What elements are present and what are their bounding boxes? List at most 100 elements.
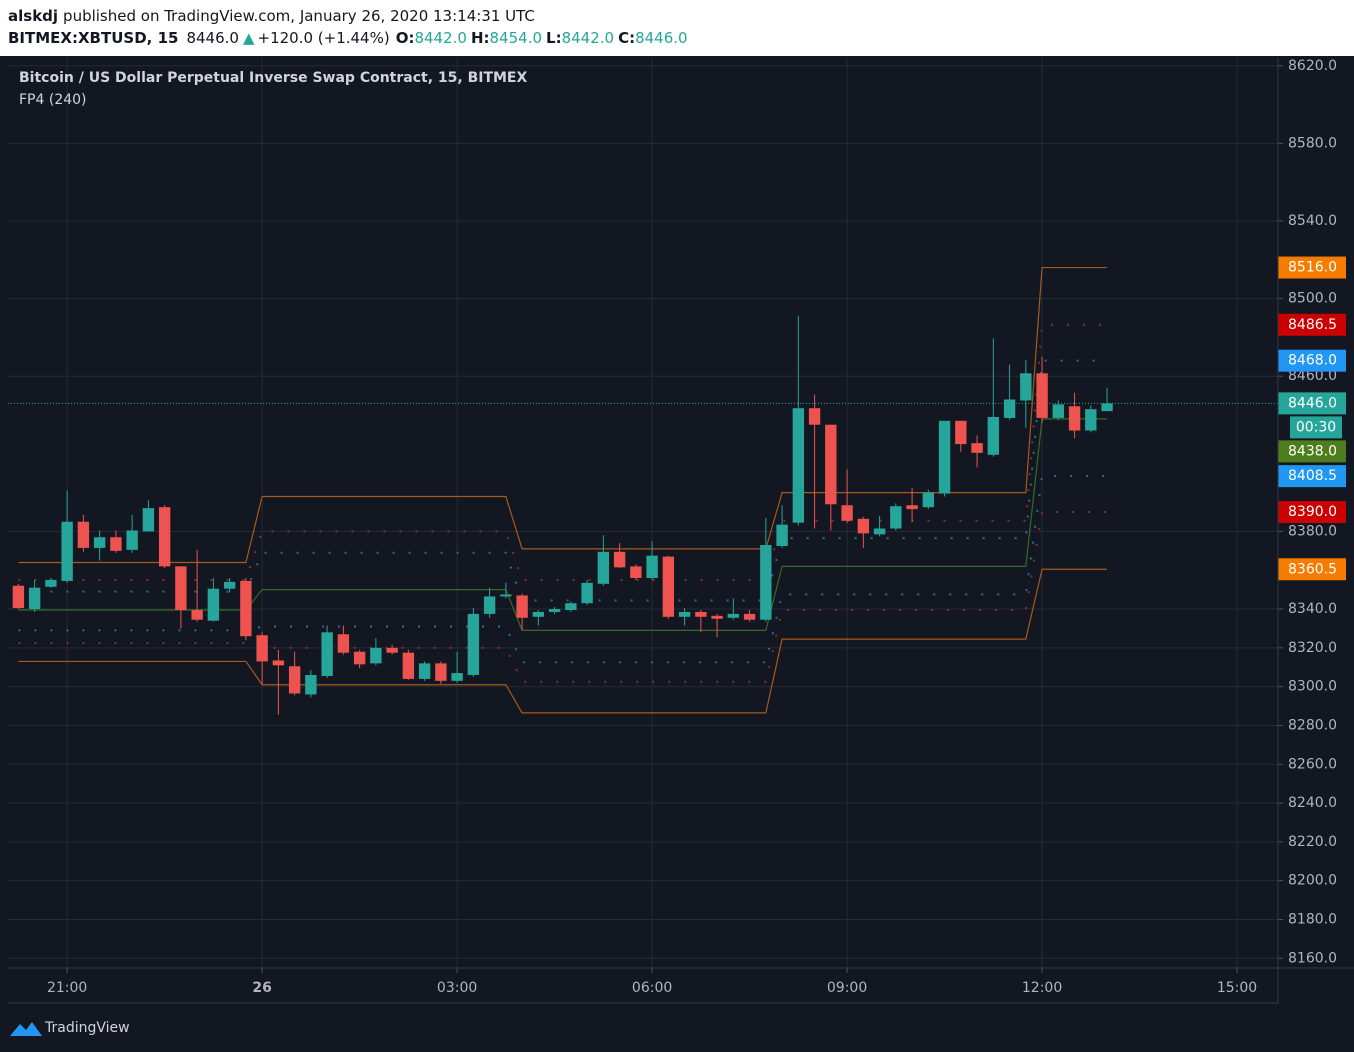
- brand: TradingView: [44, 1020, 130, 1036]
- price-label-box: [1278, 349, 1346, 372]
- price-label-box: [1278, 256, 1346, 279]
- candle-body: [678, 611, 691, 617]
- candle-body: [77, 521, 90, 548]
- candle-body: [240, 580, 252, 637]
- candle-body: [500, 594, 512, 597]
- price-label: 8408.5: [1288, 468, 1337, 484]
- candle-body: [1020, 373, 1032, 401]
- candle-body: [646, 555, 658, 578]
- published-line: alskdj published on TradingView.com, Janu…: [8, 7, 535, 25]
- candle-body: [922, 492, 935, 508]
- price: 8446.0: [186, 29, 239, 47]
- y-tick-label: 8320.0: [1288, 640, 1337, 656]
- candle-body: [1101, 403, 1113, 412]
- candle-body: [743, 613, 756, 620]
- y-tick-label: 8380.0: [1288, 523, 1337, 539]
- candle-body: [126, 530, 138, 550]
- candle-body: [808, 408, 821, 425]
- candle-body: [467, 613, 480, 676]
- low-label: L:: [546, 29, 562, 47]
- y-tick-label: 8620.0: [1288, 58, 1337, 74]
- price-label: 8486.5: [1288, 317, 1337, 333]
- x-tick-label: 06:00: [632, 980, 672, 996]
- candle-body: [45, 579, 57, 587]
- candle-body: [1036, 373, 1048, 418]
- y-tick-label: 8460.0: [1288, 368, 1337, 384]
- user: alskdj: [8, 7, 58, 25]
- close-label: C:: [618, 29, 635, 47]
- y-tick-label: 8540.0: [1288, 213, 1337, 229]
- candle-body: [223, 581, 236, 589]
- candle-body: [873, 528, 886, 535]
- candle-body: [353, 651, 366, 665]
- candle-body: [451, 673, 463, 681]
- candle-body: [890, 506, 902, 529]
- price-label-box: [1278, 558, 1346, 581]
- candle-body: [581, 582, 593, 604]
- candle-body: [776, 524, 788, 546]
- price-label: 8390.0: [1288, 504, 1337, 520]
- x-tick-label: 21:00: [47, 980, 87, 996]
- arrow: ▲: [243, 29, 255, 47]
- header-bg: [0, 0, 1354, 56]
- y-tick-label: 8180.0: [1288, 911, 1337, 927]
- candle-body: [93, 537, 106, 548]
- candle-body: [711, 615, 723, 619]
- candle-body: [857, 518, 870, 534]
- candle-body: [971, 443, 983, 453]
- candle-body: [191, 610, 203, 620]
- candle-body: [142, 508, 155, 532]
- candle-body: [418, 663, 431, 679]
- open-label: O:: [396, 29, 415, 47]
- candle-body: [337, 634, 350, 653]
- candle-body: [662, 556, 675, 617]
- candle-body: [565, 603, 577, 611]
- candle-body: [272, 660, 285, 666]
- candle-body: [1003, 399, 1016, 418]
- high-label: H:: [471, 29, 490, 47]
- x-tick-label: 03:00: [437, 980, 477, 996]
- candle-body: [792, 408, 805, 523]
- candle-body: [305, 675, 317, 695]
- candle-body: [597, 551, 610, 584]
- price-label-box: [1278, 440, 1346, 463]
- y-tick-label: 8340.0: [1288, 601, 1337, 617]
- price-label: 8446.0: [1288, 395, 1337, 411]
- price-label: 8516.0: [1288, 260, 1337, 276]
- price-label: 8438.0: [1288, 443, 1337, 459]
- logo-icon: [10, 1022, 42, 1036]
- x-tick-label: 12:00: [1022, 980, 1062, 996]
- y-tick-label: 8300.0: [1288, 679, 1337, 695]
- low: 8442.0: [562, 29, 615, 47]
- open: 8442.0: [414, 29, 467, 47]
- countdown: 00:30: [1296, 419, 1336, 435]
- candle-body: [630, 566, 642, 578]
- chart-title: Bitcoin / US Dollar Perpetual Inverse Sw…: [19, 70, 527, 86]
- y-tick-label: 8200.0: [1288, 873, 1337, 889]
- price-label-box: [1278, 392, 1346, 415]
- x-tick-label: 09:00: [827, 980, 867, 996]
- candle-body: [158, 507, 171, 567]
- candle-body: [402, 652, 415, 679]
- symbol: BITMEX:XBTUSD, 15: [8, 29, 178, 47]
- y-tick-label: 8160.0: [1288, 950, 1337, 966]
- y-tick-label: 8240.0: [1288, 795, 1337, 811]
- candle-body: [548, 609, 561, 612]
- change: +120.0 (+1.44%): [258, 29, 390, 47]
- price-label-box: [1278, 501, 1346, 524]
- candle-body: [1052, 404, 1065, 418]
- candle-body: [370, 647, 382, 664]
- candle-body: [483, 596, 496, 614]
- candle-body: [532, 611, 545, 617]
- y-tick-label: 8280.0: [1288, 717, 1337, 733]
- price-label-box: [1278, 465, 1346, 488]
- candle-body: [207, 588, 220, 621]
- indicator-line: [18, 568, 1108, 714]
- candle-body: [435, 663, 447, 681]
- y-tick-label: 8220.0: [1288, 834, 1337, 850]
- candle-body: [841, 505, 853, 521]
- candle-body: [516, 595, 528, 618]
- candle-body: [1068, 406, 1081, 431]
- candle-body: [938, 420, 951, 494]
